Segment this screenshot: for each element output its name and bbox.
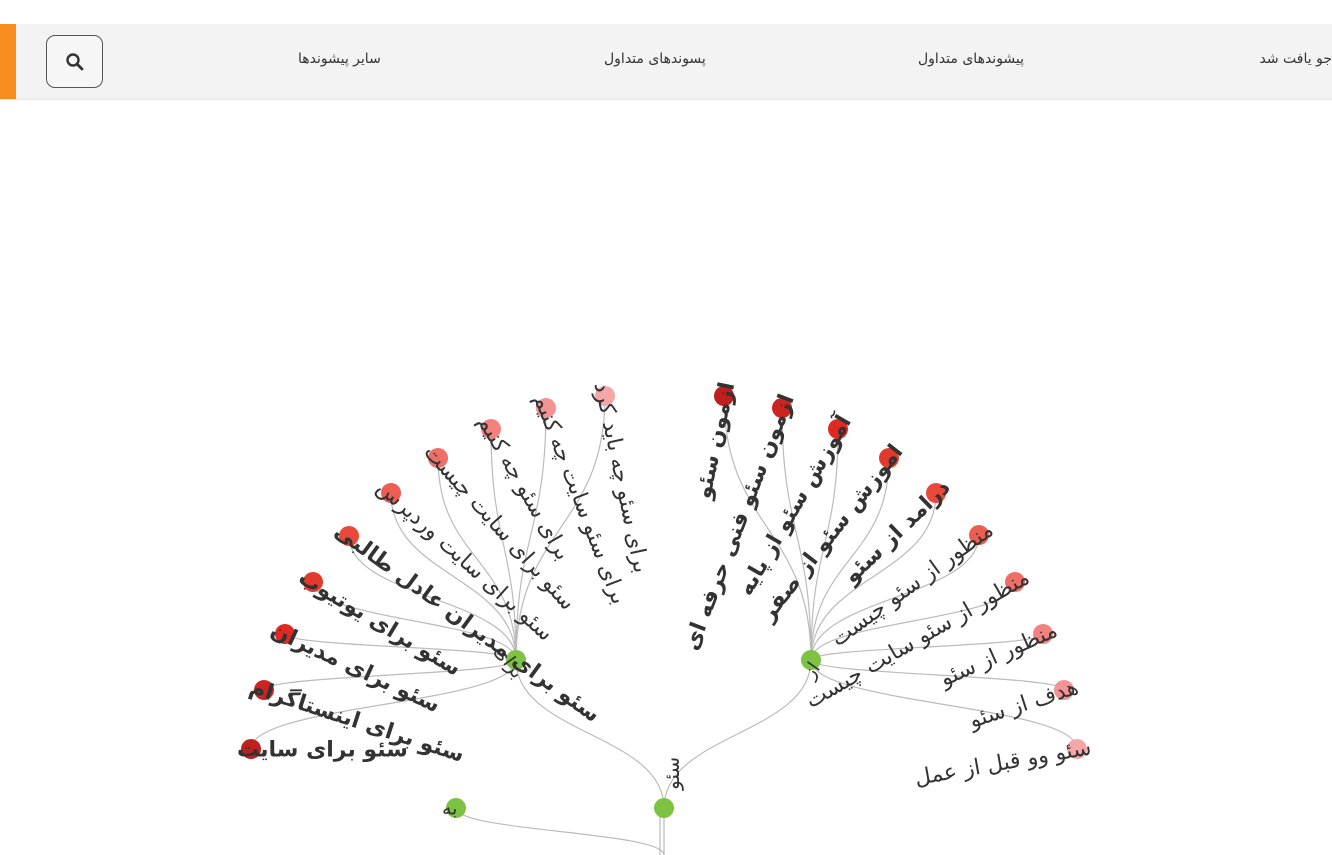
tree-nodes <box>241 386 1087 818</box>
nav-link-common-prefixes[interactable]: پیشوندهای متداول <box>918 51 1025 67</box>
leaf-node-2-5[interactable] <box>926 483 946 503</box>
link-branch-1-leaf-7 <box>437 457 517 661</box>
link-branch-2-leaf-10 <box>810 659 1078 750</box>
link-to-branch-3 <box>455 807 665 855</box>
leaf-node-2-4[interactable] <box>879 448 899 468</box>
leaf-label-2-1: ازمون سئو <box>691 380 740 502</box>
leaf-node-2-2[interactable] <box>772 398 792 418</box>
leaf-node-1-10[interactable] <box>595 386 615 406</box>
leaf-label-1-1: سئو برای سایت <box>237 738 408 763</box>
root-label: سئو <box>660 757 684 791</box>
link-branch-2-leaf-5 <box>810 492 937 661</box>
link-branch-1-leaf-10 <box>515 395 606 661</box>
link-branch-1-leaf-5 <box>348 535 517 661</box>
leaf-node-1-7[interactable] <box>428 448 448 468</box>
leaf-label-2-9: هدف از سئو <box>965 675 1081 734</box>
link-to-branch-1 <box>515 659 665 809</box>
branch-node-az[interactable] <box>801 650 821 670</box>
nav-link-common-suffixes[interactable]: پسوندهای متداول <box>604 51 706 67</box>
link-branch-2-leaf-7 <box>810 581 1016 661</box>
leaf-node-1-2[interactable] <box>254 680 274 700</box>
link-branch-2-leaf-1 <box>723 395 812 661</box>
search-button[interactable] <box>46 35 103 88</box>
link-branch-1-leaf-8 <box>490 428 517 661</box>
leaf-node-2-1[interactable] <box>714 386 734 406</box>
link-branch-2-leaf-3 <box>810 428 839 661</box>
link-branch-2-leaf-6 <box>810 534 980 661</box>
link-branch-1-leaf-9 <box>515 407 547 661</box>
leaf-node-2-10[interactable] <box>1067 739 1087 759</box>
leaf-node-2-3[interactable] <box>828 419 848 439</box>
search-icon <box>65 52 83 70</box>
link-branch-1-leaf-6 <box>390 492 517 661</box>
leaf-node-2-8[interactable] <box>1033 624 1053 644</box>
link-branch-2-leaf-9 <box>810 659 1065 691</box>
leaf-node-1-9[interactable] <box>536 398 556 418</box>
top-navbar: جو یافت شد پیشوندهای متداول پسوندهای متد… <box>0 24 1332 100</box>
leaf-node-1-6[interactable] <box>381 483 401 503</box>
link-branch-1-leaf-1 <box>250 659 517 750</box>
branch-node-be[interactable] <box>446 798 466 818</box>
leaf-node-2-9[interactable] <box>1054 680 1074 700</box>
leaf-node-1-5[interactable] <box>339 526 359 546</box>
nav-link-other-prefixes[interactable]: سایر پیشوندها <box>298 51 381 67</box>
link-branch-2-leaf-8 <box>810 633 1044 661</box>
leaf-node-2-7[interactable] <box>1005 572 1025 592</box>
branch-label-be: به <box>442 798 457 820</box>
leaf-node-1-1[interactable] <box>241 739 261 759</box>
link-to-branch-2 <box>663 659 812 809</box>
accent-strip <box>0 24 16 99</box>
leaf-node-1-4[interactable] <box>303 572 323 592</box>
branch-node-baraye[interactable] <box>506 650 526 670</box>
leaf-node-1-8[interactable] <box>481 419 501 439</box>
tree-links <box>250 395 1078 855</box>
root-node[interactable] <box>654 798 674 818</box>
link-branch-2-leaf-4 <box>810 457 890 661</box>
nav-link-found[interactable]: جو یافت شد <box>1259 51 1332 67</box>
leaf-label-2-10: سئو وو قبل از عمل <box>913 735 1093 791</box>
leaf-node-2-6[interactable] <box>969 525 989 545</box>
link-branch-1-leaf-3 <box>284 633 517 661</box>
link-branch-1-leaf-4 <box>312 581 517 661</box>
leaf-node-1-3[interactable] <box>275 624 295 644</box>
link-branch-2-leaf-2 <box>781 407 812 661</box>
link-branch-1-leaf-2 <box>263 659 517 691</box>
